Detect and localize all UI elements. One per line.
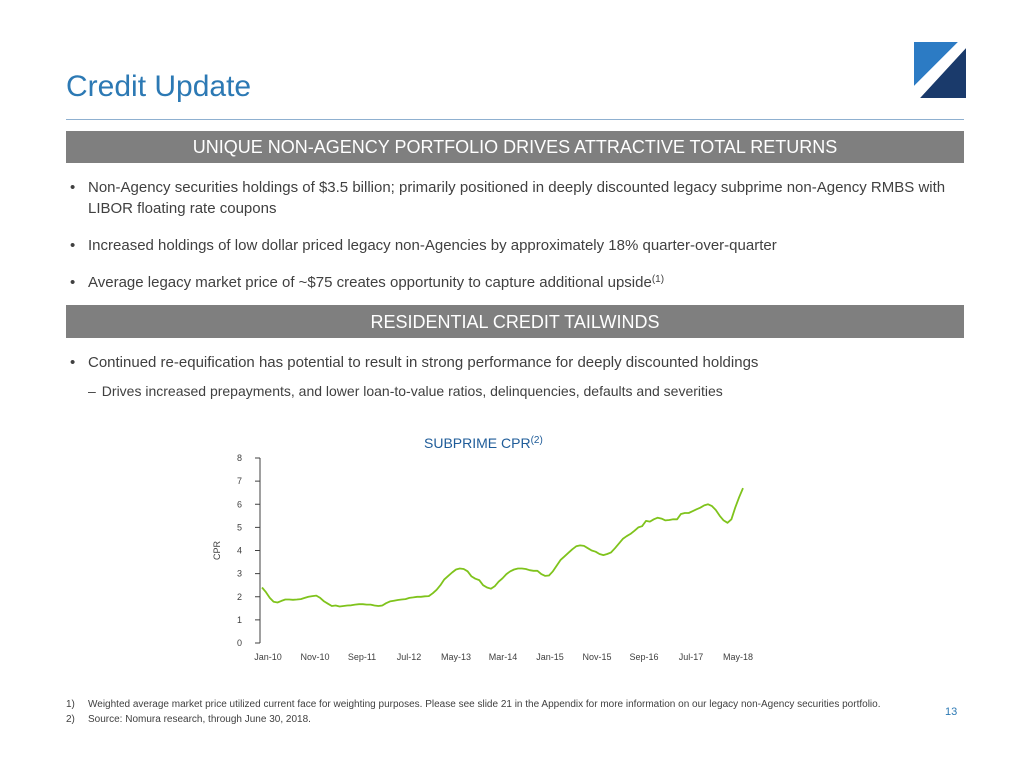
footnote: 1) Weighted average market price utilize…: [66, 698, 906, 711]
cpr-line-chart: 0 1 2 3 4 5 6 7 8 CPR Jan-10 Nov-10 Sep-11 Jul-12 May-…: [212, 453, 753, 662]
x-tick-label: Nov-15: [582, 652, 611, 662]
footnote-text: Source: Nomura research, through June 30…: [88, 714, 311, 725]
footnote-number: 1): [66, 699, 75, 710]
title-divider: [66, 119, 964, 120]
list-item: Increased holdings of low dollar priced …: [70, 235, 950, 256]
x-tick-label: Sep-16: [629, 652, 658, 662]
y-tick-label: 0: [237, 638, 242, 648]
x-tick-label: May-18: [723, 652, 753, 662]
footnote-ref: (1): [651, 274, 665, 285]
y-tick-label: 1: [237, 615, 242, 625]
list-item: Average legacy market price of ~$75 crea…: [70, 272, 950, 293]
y-tick-label: 8: [237, 453, 242, 463]
page-title: Credit Update: [66, 70, 252, 103]
footnote: 2) Source: Nomura research, through June…: [66, 713, 906, 726]
y-tick-label: 5: [237, 522, 242, 532]
y-tick-label: 3: [237, 569, 242, 579]
x-tick-label: Jan-10: [254, 652, 282, 662]
company-logo-icon: [914, 42, 966, 98]
list-item: Continued re-equification has potential …: [70, 352, 950, 373]
x-tick-label: Mar-14: [489, 652, 518, 662]
dash-marker: –: [88, 383, 96, 399]
footnotes: 1) Weighted average market price utilize…: [66, 698, 906, 726]
tailwinds-bullet-list: Continued re-equification has potential …: [70, 352, 950, 373]
footnote-number: 2): [66, 714, 75, 725]
cpr-series-line: [261, 487, 744, 608]
list-item-text: Average legacy market price of ~$75 crea…: [88, 274, 652, 291]
portfolio-bullet-list: Non-Agency securities holdings of $3.5 b…: [70, 177, 950, 293]
footnote-text: Weighted average market price utilized c…: [88, 699, 881, 710]
chart-footnote-ref: (2): [530, 435, 543, 446]
x-tick-label: Jul-12: [397, 652, 422, 662]
y-axis-label: CPR: [212, 541, 222, 561]
y-tick-label: 6: [237, 499, 242, 509]
y-tick-label: 4: [237, 546, 242, 556]
y-tick-label: 7: [237, 476, 242, 486]
y-tick-label: 2: [237, 592, 242, 602]
x-tick-label: Sep-11: [348, 652, 376, 662]
x-tick-label: May-13: [441, 652, 471, 662]
chart-title-text: SUBPRIME CPR: [424, 435, 531, 451]
page-number: 13: [945, 706, 958, 718]
list-item: Non-Agency securities holdings of $3.5 b…: [70, 177, 950, 219]
x-tick-label: Jul-17: [679, 652, 704, 662]
section-header-tailwinds: RESIDENTIAL CREDIT TAILWINDS: [66, 305, 964, 338]
section-header-portfolio: UNIQUE NON-AGENCY PORTFOLIO DRIVES ATTRA…: [66, 131, 964, 163]
sub-bullet-text: Drives increased prepayments, and lower …: [101, 383, 723, 399]
x-tick-label: Jan-15: [536, 652, 564, 662]
sub-bullet: – Drives increased prepayments, and lower…: [88, 381, 723, 401]
x-tick-label: Nov-10: [300, 652, 329, 662]
chart-title: SUBPRIME CPR(2): [424, 435, 543, 451]
